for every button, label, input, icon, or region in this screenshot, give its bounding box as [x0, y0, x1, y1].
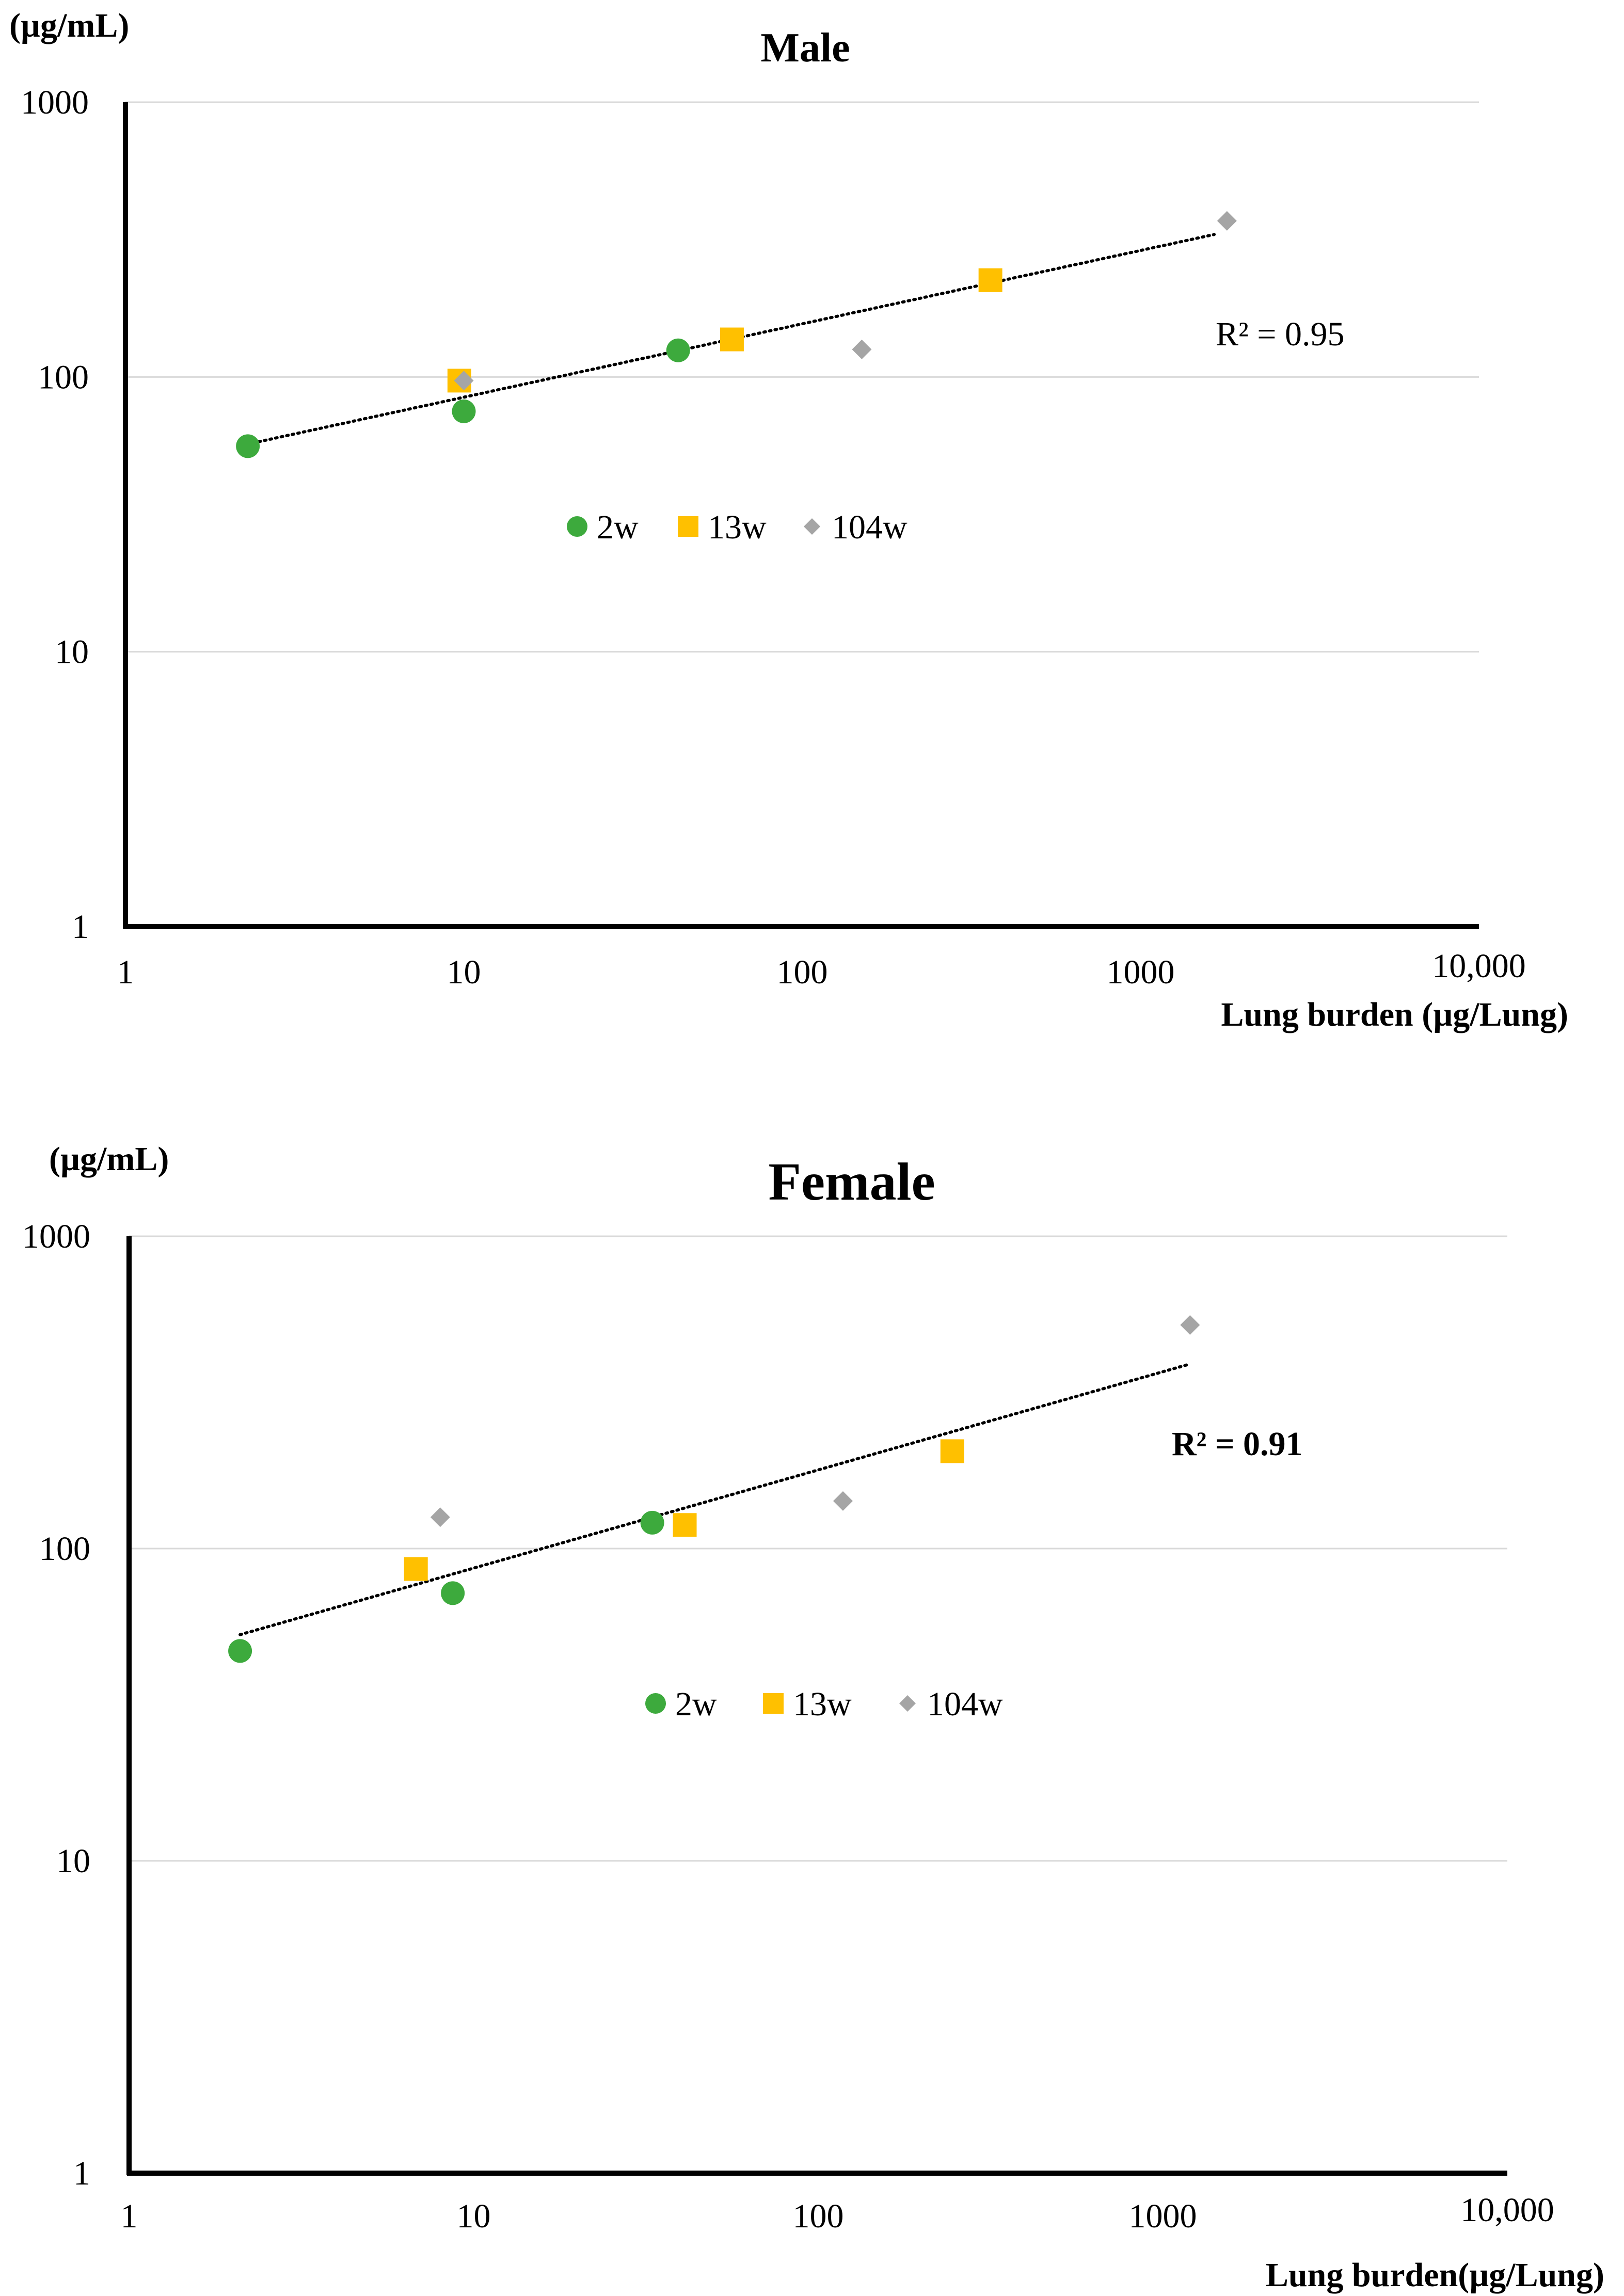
chart-title: Female: [768, 1152, 935, 1211]
data-point-13w: [673, 1513, 697, 1537]
y-tick-label: 100: [38, 358, 89, 396]
y-tick-label: 1000: [22, 1218, 90, 1255]
x-axis-label: Lung burden (µg/Lung): [1221, 996, 1568, 1033]
x-axis-label: Lung burden(µg/Lung): [1265, 2256, 1604, 2294]
data-point-2w: [640, 1510, 664, 1535]
x-tick-label: 1: [121, 2197, 138, 2235]
male-chart: (µg/mL) Male 1 10 100 1000 1 10 100 1000 10,000 2…: [0, 0, 1624, 1099]
legend-label: 104w: [927, 1685, 1003, 1723]
y-unit-label: (µg/mL): [9, 7, 130, 44]
x-tick-label: 10,000: [1460, 2191, 1554, 2229]
data-point-104w: [1180, 1315, 1200, 1335]
data-point-13w: [720, 327, 744, 352]
trendline: [238, 1362, 1192, 1636]
male-plot: 1 10 100 1000 1 10 100 1000 10,000 2w 13w 104w: [21, 84, 1526, 991]
x-tick-label: 100: [777, 953, 828, 991]
legend-label: 104w: [832, 508, 907, 546]
data-point-2w: [452, 399, 476, 423]
legend-marker-104w: [899, 1695, 916, 1712]
data-point-104w: [454, 371, 474, 391]
y-tick-label: 1: [72, 908, 89, 946]
legend-marker-13w: [678, 516, 698, 537]
data-point-104w: [852, 339, 872, 359]
data-point-13w: [978, 268, 1002, 292]
x-tick-label: 1000: [1107, 953, 1175, 991]
legend-label: 2w: [675, 1685, 717, 1723]
legend-marker-2w: [645, 1693, 666, 1714]
x-tick-label: 10: [447, 953, 481, 991]
data-point-104w: [430, 1507, 450, 1527]
x-tick-label: 1: [117, 953, 134, 991]
data-point-2w: [666, 338, 690, 362]
r-squared-label: R² = 0.91: [1172, 1425, 1303, 1463]
legend-label: 2w: [597, 508, 639, 546]
chart-title: Male: [760, 25, 850, 71]
y-tick-label: 10: [55, 633, 89, 671]
data-point-2w: [236, 434, 260, 458]
data-point-2w: [441, 1581, 465, 1605]
data-point-13w: [940, 1439, 964, 1463]
x-tick-label: 1000: [1129, 2197, 1197, 2235]
x-tick-label: 10: [457, 2197, 491, 2235]
y-tick-label: 1000: [21, 84, 89, 121]
female-chart: (µg/mL) Female 1 10 100 1000 1 10 100 1000 10,00…: [0, 1099, 1624, 2296]
legend-label: 13w: [793, 1685, 852, 1723]
female-plot: 1 10 100 1000 1 10 100 1000 10,000 2w 13w 104w: [22, 1218, 1554, 2235]
x-tick-label: 10,000: [1432, 947, 1526, 985]
legend-marker-2w: [567, 516, 587, 537]
data-point-104w: [833, 1491, 853, 1511]
x-tick-label: 100: [793, 2197, 844, 2235]
legend-marker-104w: [804, 518, 820, 535]
data-point-2w: [228, 1639, 252, 1663]
y-tick-label: 100: [39, 1530, 90, 1568]
legend-marker-13w: [763, 1693, 784, 1714]
y-tick-label: 10: [56, 1842, 90, 1880]
data-point-104w: [1217, 211, 1237, 231]
y-unit-label: (µg/mL): [49, 1140, 169, 1178]
data-point-13w: [404, 1557, 428, 1581]
r-squared-label: R² = 0.95: [1216, 315, 1345, 353]
y-tick-label: 1: [73, 2155, 90, 2192]
legend-label: 13w: [708, 508, 767, 546]
